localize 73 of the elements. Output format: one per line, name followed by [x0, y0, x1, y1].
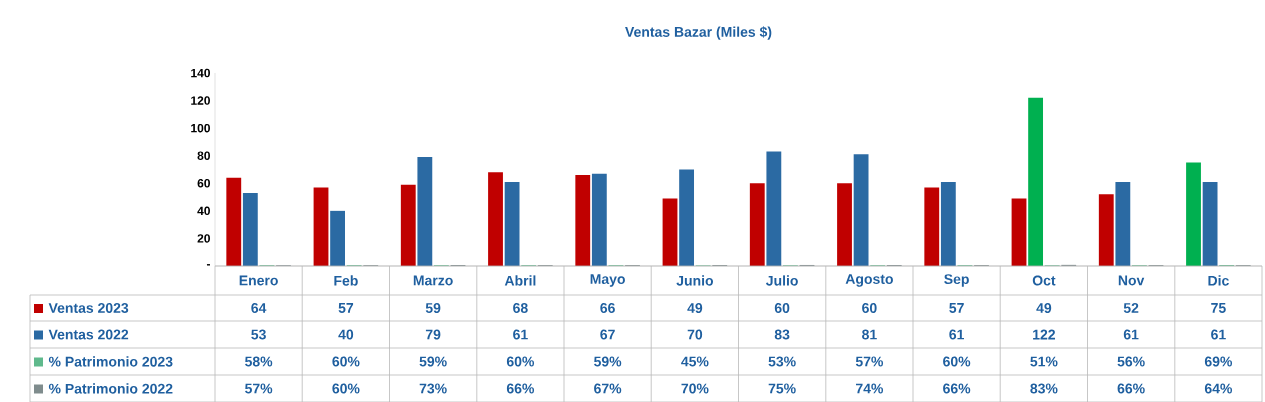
- data-label: 66: [600, 303, 615, 313]
- x-tick-label: Agosto: [845, 274, 893, 287]
- data-label: 49: [687, 303, 703, 313]
- data-label: 64%: [1204, 383, 1233, 394]
- data-label: 60%: [943, 356, 971, 367]
- data-label: 60: [774, 303, 790, 313]
- data-label: 66%: [506, 383, 535, 394]
- data-label: 40: [338, 329, 354, 340]
- data-label: 60%: [506, 356, 535, 367]
- data-label: 57: [949, 303, 964, 313]
- data-label: 66%: [1117, 383, 1145, 394]
- x-tick-label: Abril: [504, 275, 536, 286]
- data-label: 57%: [855, 356, 884, 367]
- data-label: 59: [425, 303, 441, 313]
- data-label: 61: [949, 329, 964, 340]
- data-label: 57%: [245, 383, 273, 394]
- legend-label: Ventas 2022: [48, 329, 129, 340]
- data-label: 83: [774, 329, 790, 340]
- x-tick-label: Dic: [1208, 275, 1229, 286]
- x-tick-label: Julio: [765, 275, 798, 286]
- data-label: 67: [600, 329, 615, 340]
- data-label: 74%: [856, 383, 884, 394]
- data-label: 51%: [1030, 356, 1058, 367]
- data-label: 81: [862, 329, 877, 340]
- legend-label: Ventas 2023: [48, 303, 129, 313]
- data-label: 60%: [332, 356, 360, 367]
- data-label: 122: [1033, 329, 1056, 340]
- data-label: 60: [862, 303, 877, 313]
- x-tick-label: Marzo: [413, 275, 453, 286]
- data-label: 83%: [1030, 383, 1058, 394]
- data-label: 64: [251, 303, 267, 313]
- x-tick-label: Oct: [1032, 275, 1056, 286]
- data-label: 61: [513, 329, 528, 340]
- data-label: 70: [687, 329, 703, 340]
- data-label: 61: [1123, 329, 1139, 340]
- legend-label: % Patrimonio 2023: [48, 356, 173, 367]
- x-tick-label: Feb: [334, 275, 358, 286]
- data-label: 73%: [419, 383, 447, 394]
- data-label: 45%: [681, 356, 709, 367]
- data-label: 70%: [681, 383, 709, 394]
- y-tick-label: 100: [191, 123, 210, 133]
- data-label: 57: [338, 303, 354, 313]
- x-tick-label: Junio: [676, 275, 714, 286]
- data-label: 53%: [768, 356, 796, 367]
- x-tick-label: Enero: [239, 275, 278, 286]
- x-tick-label: Sep: [944, 274, 969, 287]
- y-tick-label: 140: [191, 68, 210, 78]
- y-tick-label: -: [206, 264, 210, 266]
- data-label: 59%: [419, 356, 447, 367]
- data-label: 69%: [1204, 356, 1233, 367]
- data-label: 60%: [332, 383, 360, 394]
- data-label: 66%: [943, 383, 971, 394]
- data-label: 67%: [594, 383, 622, 394]
- data-label: 58%: [245, 356, 273, 367]
- y-tick-label: 40: [197, 206, 210, 216]
- x-tick-label: Nov: [1118, 275, 1145, 286]
- y-tick-label: 120: [191, 96, 210, 105]
- data-label: 59%: [594, 356, 622, 367]
- data-label: 75%: [768, 383, 796, 394]
- y-tick-label: 20: [197, 234, 210, 243]
- data-label: 49: [1036, 303, 1052, 313]
- data-label: 53: [251, 329, 266, 340]
- data-label: 61: [1211, 329, 1226, 340]
- x-tick-label: Mayo: [590, 274, 625, 287]
- y-tick-label: 80: [197, 151, 210, 160]
- legend-label: % Patrimonio 2022: [48, 383, 173, 394]
- data-label: 56%: [1117, 356, 1145, 367]
- data-label: 79: [425, 329, 441, 340]
- data-label: 75: [1211, 303, 1226, 313]
- data-label: 68: [513, 303, 528, 313]
- data-label: 52: [1123, 303, 1139, 313]
- chart-title: Ventas Bazar (Miles $): [625, 26, 772, 40]
- y-tick-label: 60: [197, 179, 210, 188]
